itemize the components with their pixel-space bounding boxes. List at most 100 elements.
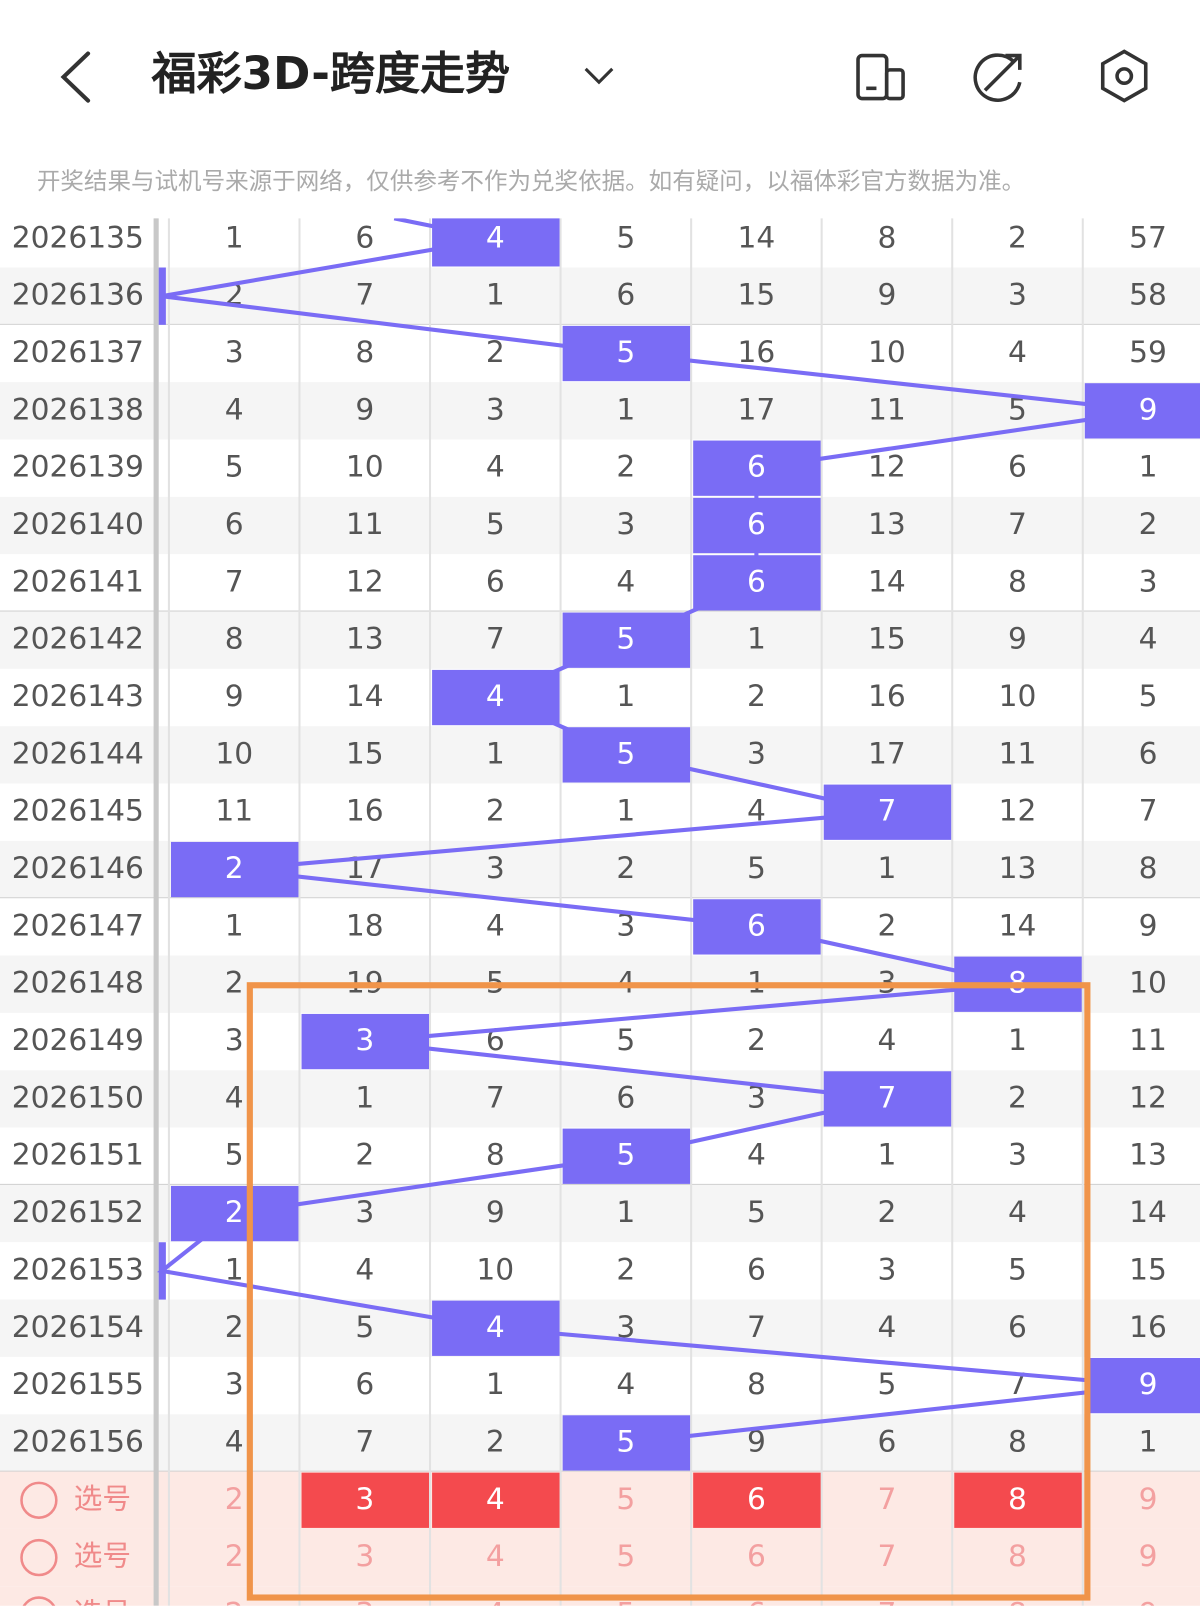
select-toggle[interactable] xyxy=(20,1538,58,1577)
highlight-frame xyxy=(246,982,1091,1601)
cell-value: 7 xyxy=(1008,507,1027,542)
cell-value: 12 xyxy=(868,450,906,485)
select-number[interactable]: 5 xyxy=(616,1539,635,1574)
layout-icon[interactable] xyxy=(856,53,905,101)
select-number[interactable]: 8 xyxy=(1008,1596,1027,1606)
hit-cell xyxy=(562,1415,691,1471)
select-number[interactable]: 7 xyxy=(878,1596,897,1606)
cell-value: 5 xyxy=(616,1023,635,1058)
select-toggle[interactable] xyxy=(22,1596,57,1606)
cell-value: 1 xyxy=(616,1195,635,1230)
select-number[interactable]: 5 xyxy=(616,1596,635,1606)
cell-value: 3 xyxy=(1008,1138,1027,1173)
cell-value: 2 xyxy=(747,1023,766,1058)
cell-value: 2 xyxy=(486,1424,505,1459)
issue: 2026152 xyxy=(12,1195,144,1230)
select-number[interactable]: 6 xyxy=(747,1482,766,1517)
cell-value: 12 xyxy=(999,794,1037,829)
issue: 2026151 xyxy=(12,1138,144,1173)
cell-value: 4 xyxy=(486,450,505,485)
select-number[interactable]: 8 xyxy=(1008,1539,1027,1574)
cell-value: 4 xyxy=(486,908,505,943)
cell-value: 5 xyxy=(1139,679,1158,714)
select-toggle[interactable] xyxy=(20,1481,58,1519)
select-number[interactable]: 6 xyxy=(747,1539,766,1574)
cell-value: 2 xyxy=(616,851,635,886)
cell-value: 9 xyxy=(1139,908,1158,943)
hit-cell xyxy=(170,1185,299,1242)
cell-value: 6 xyxy=(1139,736,1158,771)
cell-value: 13 xyxy=(1129,1138,1167,1173)
cell-value: 4 xyxy=(616,1367,635,1402)
cell-value: 6 xyxy=(747,1252,766,1287)
hit-cell xyxy=(432,669,560,726)
cell-value: 3 xyxy=(225,1367,244,1402)
hit-value: 4 xyxy=(486,1310,505,1345)
cell-value: 3 xyxy=(616,1310,635,1345)
dropdown-icon[interactable] xyxy=(584,67,614,85)
select-number[interactable]: 3 xyxy=(355,1482,374,1517)
select-number[interactable]: 5 xyxy=(616,1482,635,1517)
hit-value: 9 xyxy=(1139,1367,1158,1402)
cell-value: 1 xyxy=(616,679,635,714)
cell-value: 8 xyxy=(747,1367,766,1402)
issue: 2026142 xyxy=(12,622,144,657)
select-number[interactable]: 8 xyxy=(1008,1482,1027,1517)
cell-value: 4 xyxy=(225,392,244,427)
selected-ball[interactable] xyxy=(432,1472,560,1528)
select-number[interactable]: 2 xyxy=(225,1596,244,1606)
select-number[interactable]: 4 xyxy=(486,1539,505,1574)
select-number[interactable]: 2 xyxy=(225,1539,244,1574)
hit-cell xyxy=(823,784,952,840)
hit-cell-offscreen xyxy=(158,267,166,325)
selected-ball[interactable] xyxy=(301,1472,430,1528)
issue: 2026149 xyxy=(12,1023,144,1058)
cell-value: 16 xyxy=(346,794,384,829)
select-number[interactable]: 9 xyxy=(1139,1596,1158,1606)
select-number[interactable]: 3 xyxy=(355,1596,374,1606)
cell-value: 8 xyxy=(878,220,897,255)
cell-value: 3 xyxy=(486,851,505,886)
cell-value: 7 xyxy=(747,1310,766,1345)
share-icon[interactable] xyxy=(973,53,1022,102)
cell-value: 58 xyxy=(1129,278,1167,313)
settings-icon[interactable] xyxy=(1100,49,1148,103)
cell-value: 14 xyxy=(346,679,384,714)
hit-cell xyxy=(562,325,691,382)
cell-value: 1 xyxy=(747,622,766,657)
cell-value: 8 xyxy=(355,335,374,370)
back-button[interactable] xyxy=(60,51,91,103)
issue: 2026155 xyxy=(12,1367,144,1402)
cell-value: 1 xyxy=(486,278,505,313)
page-title: 福彩3D-跨度走势 xyxy=(151,47,511,100)
cell-value: 9 xyxy=(225,679,244,714)
select-number[interactable]: 7 xyxy=(878,1482,897,1517)
cell-value: 14 xyxy=(738,220,776,255)
cell-value: 2 xyxy=(1008,220,1027,255)
row-bg xyxy=(0,1242,1200,1300)
issue: 2026154 xyxy=(12,1310,144,1345)
select-number[interactable]: 7 xyxy=(878,1539,897,1574)
select-number[interactable]: 6 xyxy=(747,1596,766,1606)
select-number[interactable]: 9 xyxy=(1139,1539,1158,1574)
cell-value: 3 xyxy=(225,335,244,370)
select-number[interactable]: 3 xyxy=(355,1539,374,1574)
cell-value: 6 xyxy=(355,220,374,255)
cell-value: 6 xyxy=(616,278,635,313)
cell-value: 9 xyxy=(486,1195,505,1230)
cell-value: 2 xyxy=(355,1138,374,1173)
cell-value: 1 xyxy=(616,794,635,829)
selected-ball[interactable] xyxy=(693,1472,821,1528)
hit-value: 6 xyxy=(747,564,766,599)
select-number[interactable]: 4 xyxy=(486,1596,505,1606)
cell-value: 2 xyxy=(878,1195,897,1230)
selected-ball[interactable] xyxy=(954,1472,1082,1528)
cell-value: 5 xyxy=(616,220,635,255)
hit-cell xyxy=(301,1013,430,1070)
select-number[interactable]: 4 xyxy=(486,1482,505,1517)
hit-value: 5 xyxy=(616,1424,635,1459)
select-number[interactable]: 2 xyxy=(225,1482,244,1517)
cell-value: 2 xyxy=(225,966,244,1001)
cell-value: 6 xyxy=(486,564,505,599)
select-number[interactable]: 9 xyxy=(1139,1482,1158,1517)
